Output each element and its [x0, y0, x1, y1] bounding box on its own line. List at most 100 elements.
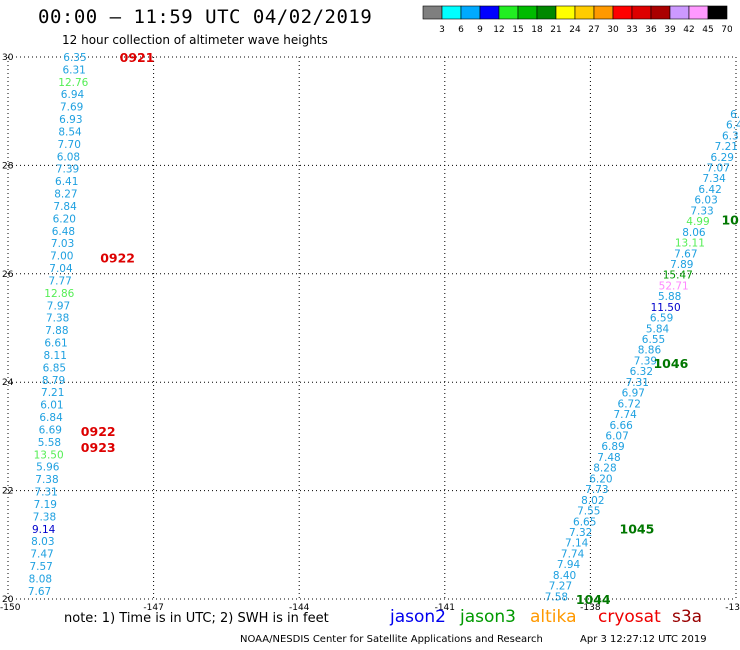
lon-label: -138 — [580, 603, 601, 613]
wave-height-value: 6.32 — [630, 366, 653, 378]
wave-height-value: 6.41 — [55, 176, 78, 188]
lat-label: 30 — [2, 53, 14, 63]
wave-height-value: 7.39 — [634, 355, 657, 367]
mission-legend-altika: altika — [530, 607, 577, 627]
page-subtitle: 12 hour collection of altimeter wave hei… — [62, 33, 328, 47]
wave-height-value: 6.31 — [62, 64, 85, 76]
wave-height-value: 6.93 — [59, 114, 82, 126]
axis-labels: 20 22 24 26 28 30 -150 -147 -144 -141 -138 -13 — [0, 53, 740, 613]
scale-label: 21 — [550, 25, 561, 35]
wave-height-value: 13.50 — [34, 449, 64, 461]
lon-label: -13 — [725, 603, 740, 613]
wave-height-value: 7.84 — [53, 201, 77, 213]
lon-label: -150 — [0, 603, 21, 613]
wave-height-value: 7.67 — [28, 586, 51, 598]
wave-height-value: 6.01 — [40, 400, 63, 412]
scale-label: 15 — [512, 25, 523, 35]
wave-height-value: 6.59 — [650, 313, 673, 325]
wave-height-value: 6.4 — [730, 109, 740, 121]
wave-height-value: 6.84 — [39, 412, 63, 424]
wave-height-value: 8.08 — [29, 573, 52, 585]
scale-label: 18 — [531, 25, 543, 35]
wave-height-value: 6.55 — [642, 334, 665, 346]
altimeter-tracks: 6.356.3112.766.947.696.938.547.706.087.3… — [28, 52, 740, 603]
wave-height-value: 8.40 — [553, 570, 576, 582]
time-label: 0922 — [81, 424, 116, 439]
wave-height-value: 7.38 — [35, 474, 58, 486]
wave-height-value: 7.74 — [561, 548, 585, 560]
wave-height-value: 8.79 — [42, 375, 65, 387]
wave-height-value: 11.50 — [651, 302, 681, 314]
wave-height-value: 8.86 — [638, 345, 662, 357]
scale-label: 70 — [721, 25, 732, 35]
scale-label: 24 — [569, 25, 581, 35]
wave-height-value: 52.71 — [659, 280, 689, 292]
scale-swatch — [707, 5, 728, 20]
wave-height-value: 7.19 — [34, 499, 57, 511]
scale-label: 33 — [626, 25, 637, 35]
wave-height-value: 8.11 — [44, 350, 67, 362]
wave-height-value: 8.27 — [54, 189, 77, 201]
wave-height-value: 5.96 — [36, 462, 60, 474]
wave-height-value: 6.42 — [698, 184, 721, 196]
time-label: 1044 — [576, 592, 611, 607]
wave-height-value: 6.69 — [39, 424, 62, 436]
wave-height-value: 6.20 — [589, 473, 612, 485]
wave-height-value: 5.84 — [646, 323, 670, 335]
time-label: 1045 — [620, 522, 655, 537]
wave-height-value: 7.77 — [48, 275, 71, 287]
page-title: 00:00 – 11:59 UTC 04/02/2019 — [38, 6, 373, 28]
lon-label: -141 — [435, 603, 455, 613]
wave-height-value: 6.07 — [605, 430, 628, 442]
wave-height-value: 7.38 — [33, 511, 56, 523]
wave-height-value: 6.61 — [44, 338, 67, 350]
wave-height-value: 8.06 — [682, 227, 706, 239]
wave-height-value: 6.3 — [722, 130, 739, 142]
wave-height-value: 7.31 — [34, 487, 57, 499]
mission-legend-jason2: jason2 — [390, 607, 446, 627]
wave-height-value: 7.48 — [597, 452, 620, 464]
wave-height-value: 15.47 — [663, 270, 693, 282]
scale-label: 27 — [588, 25, 599, 35]
wave-height-value: 7.88 — [45, 325, 68, 337]
wave-height-value: 7.38 — [46, 313, 69, 325]
footer-credit: NOAA/NESDIS Center for Satellite Applica… — [240, 634, 543, 645]
graticule-grid — [7, 56, 737, 600]
wave-height-value: 7.03 — [51, 238, 74, 250]
wave-height-value: 6.29 — [711, 152, 734, 164]
wave-height-value: 7.57 — [29, 561, 52, 573]
scale-label: 9 — [477, 25, 483, 35]
wave-height-value: 7.32 — [569, 527, 592, 539]
wave-height-value: 6.08 — [57, 151, 80, 163]
wave-height-value: 8.54 — [58, 126, 82, 138]
time-label: 0923 — [81, 440, 116, 455]
wave-height-value: 7.21 — [715, 141, 738, 153]
wave-height-value: 7.14 — [565, 538, 589, 550]
scale-label: 3 — [439, 25, 445, 35]
footer-timestamp: Apr 3 12:27:12 UTC 2019 — [580, 634, 707, 645]
wave-height-value: 7.89 — [670, 259, 693, 271]
wave-height-value: 13.11 — [675, 238, 705, 250]
wave-height-value: 5.58 — [38, 437, 61, 449]
wave-height-value: 7.00 — [50, 251, 73, 263]
wave-height-value: 12.86 — [44, 288, 74, 300]
wave-height-value: 7.21 — [41, 387, 64, 399]
wave-height-value: 4.99 — [686, 216, 709, 228]
wave-height-value: 7.34 — [702, 173, 726, 185]
wave-height-value: 7.73 — [585, 484, 608, 496]
scale-label: 12 — [493, 25, 504, 35]
scale-label: 42 — [683, 25, 694, 35]
time-label: 10 — [721, 213, 739, 228]
lat-label: 26 — [2, 270, 14, 280]
wave-height-value: 6.20 — [53, 213, 76, 225]
wave-height-value: 7.07 — [707, 163, 730, 175]
wave-height-value: 7.33 — [690, 205, 713, 217]
time-label: 0922 — [100, 251, 135, 266]
wave-height-value: 8.02 — [581, 495, 604, 507]
wave-height-value: 7.31 — [626, 377, 649, 389]
wave-height-value: 7.27 — [549, 581, 572, 593]
wave-height-value: 7.04 — [49, 263, 73, 275]
scale-label: 6 — [458, 25, 464, 35]
